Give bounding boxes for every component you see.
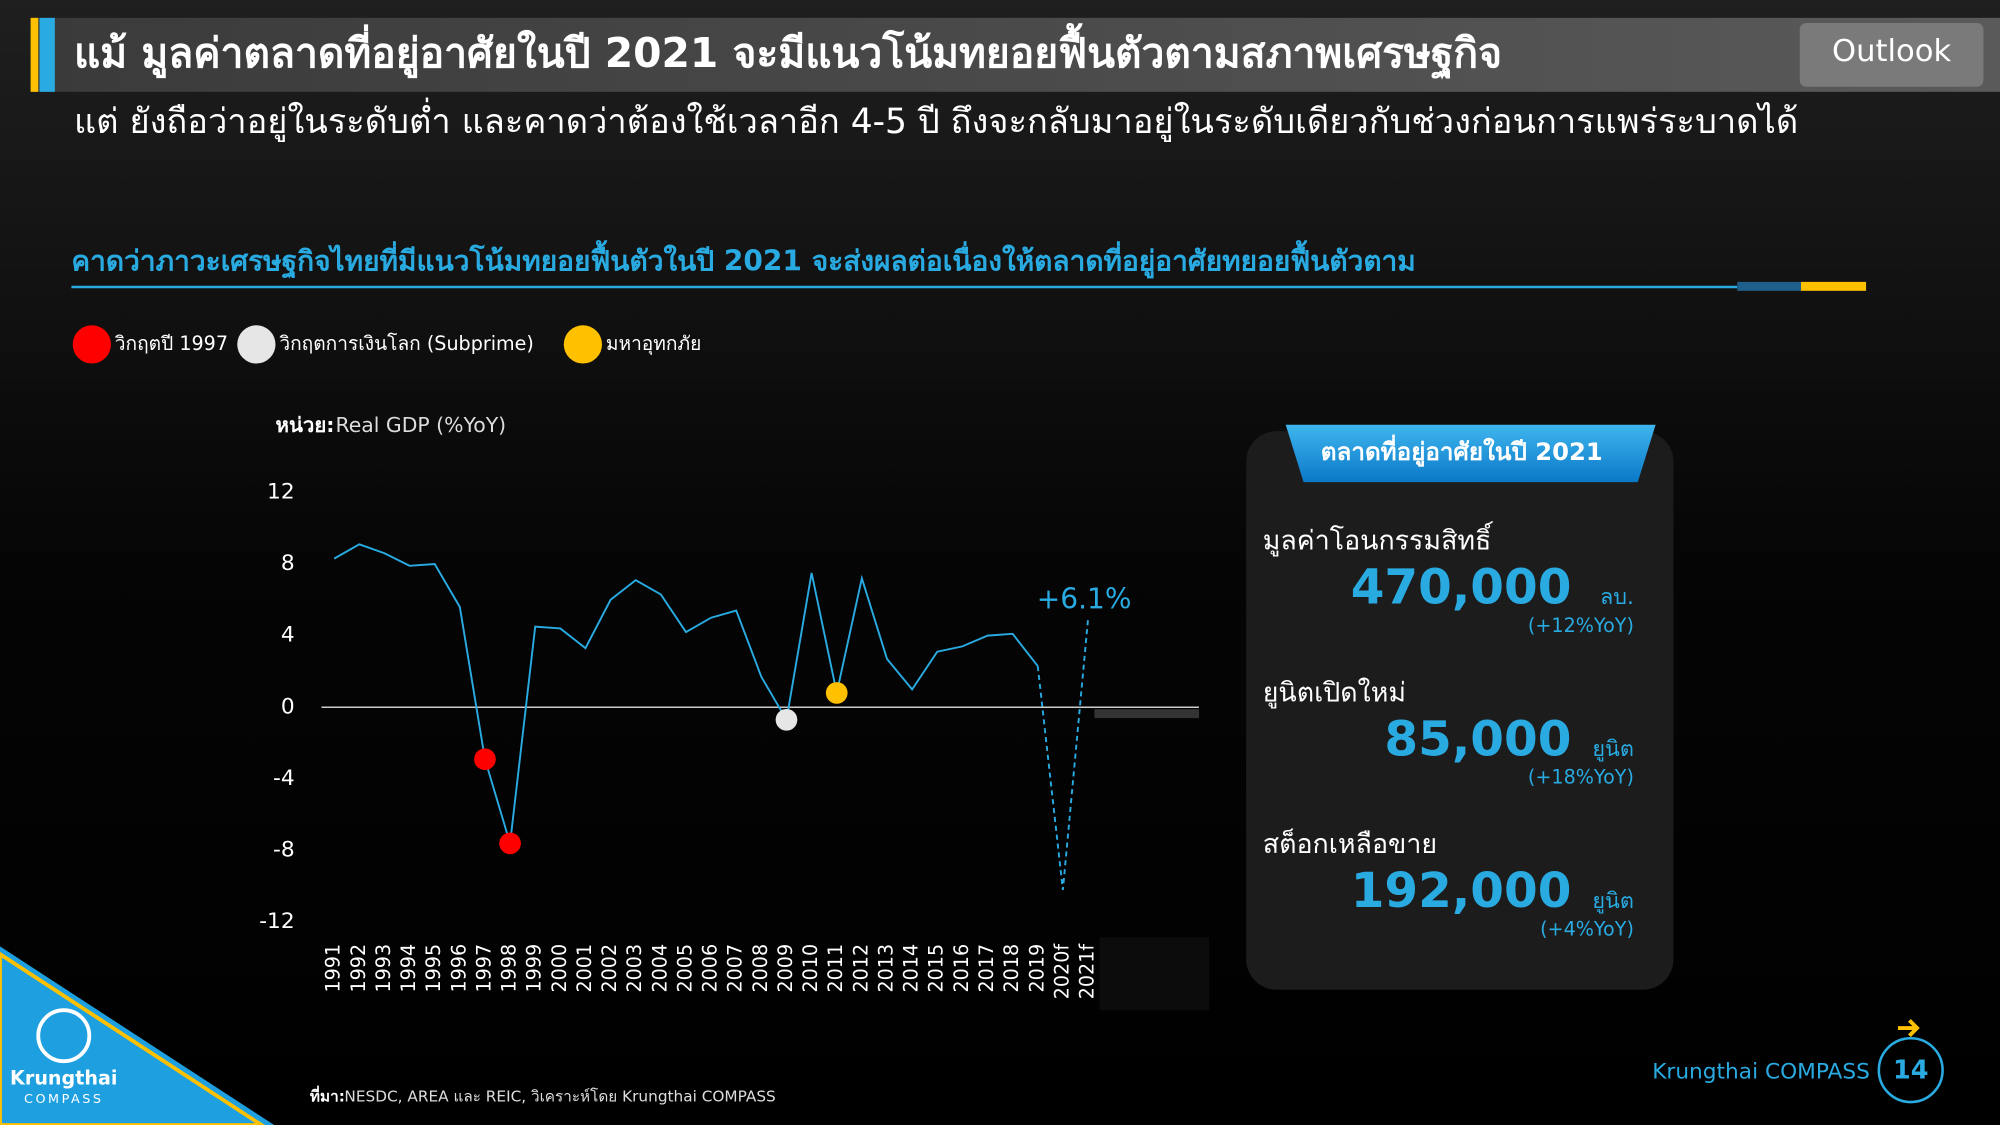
panel-label: ยูนิตเปิดใหม่ bbox=[1263, 676, 1406, 708]
x-tick-label: 2005 bbox=[673, 944, 696, 993]
x-tick-label: 2004 bbox=[648, 944, 671, 993]
x-tick-label: 1993 bbox=[372, 944, 395, 993]
page-arrow bbox=[1897, 1019, 1920, 1038]
y-tick-label: 0 bbox=[281, 694, 295, 719]
panel-value: 470,000 bbox=[1351, 560, 1572, 616]
y-tick-label: 4 bbox=[281, 623, 295, 648]
tag-box bbox=[1799, 22, 1984, 87]
panel-items: มูลค่าโอนกรรมสิทธิ์470,000 ลบ. (+12%YoY) ยู… bbox=[1263, 521, 1634, 941]
highlight-marker bbox=[499, 832, 521, 855]
x-tick-label: 2008 bbox=[749, 944, 772, 993]
x-tick-label: 1991 bbox=[322, 944, 345, 993]
panel-ribbon bbox=[1285, 424, 1656, 483]
page-circle bbox=[1877, 1036, 1944, 1104]
highlight-marker bbox=[474, 748, 496, 771]
source-prefix: ที่มา: bbox=[310, 1084, 345, 1105]
panel-change: (+4%YoY) bbox=[1540, 917, 1634, 940]
x-tick-label: 2000 bbox=[548, 944, 571, 993]
x-tick-label: 2021f bbox=[1076, 943, 1099, 1000]
highlight-marker bbox=[825, 682, 848, 704]
title-stripe bbox=[30, 17, 39, 92]
x-tick-label: 2010 bbox=[799, 944, 822, 993]
x-tick-label: 2014 bbox=[900, 944, 923, 993]
x-tick-label: 2001 bbox=[573, 944, 596, 993]
panel-change: (+18%YoY) bbox=[1528, 766, 1634, 789]
line bbox=[333, 543, 1039, 844]
panel-unit: ลบ. bbox=[1600, 585, 1634, 610]
x-tick-label: 1995 bbox=[422, 944, 445, 993]
x-tick-label: 1996 bbox=[447, 944, 470, 993]
chart: -12 -8 -4 0 4 8 12 1991 1992 1993 1994 1995 1996 1997… bbox=[72, 325, 1199, 1000]
highlight-marker bbox=[775, 708, 798, 731]
x-tick-label: 2009 bbox=[774, 944, 797, 993]
decor bbox=[1094, 709, 1199, 719]
y-label: Real GDP (%YoY) bbox=[335, 413, 506, 437]
corner bbox=[0, 946, 275, 1125]
subtitle: แต่ ยังถือว่าอยู่ในระดับต่ำ และคาดว่าต้อ… bbox=[74, 97, 1798, 142]
x-tick-label: 2002 bbox=[598, 944, 621, 993]
y-tick-label: -12 bbox=[259, 909, 294, 934]
x-tick-label: 2011 bbox=[824, 944, 847, 993]
panel-label: มูลค่าโอนกรรมสิทธิ์ bbox=[1263, 521, 1494, 557]
section-heading: คาดว่าภาวะเศรษฐกิจไทยที่มีแนวโน้มทยอยฟื้… bbox=[71, 240, 1415, 280]
y-tick-label: -8 bbox=[273, 838, 295, 863]
heading-accent bbox=[1801, 281, 1867, 291]
footer-brand: Krungthai COMPASS bbox=[1652, 1060, 1870, 1085]
x-tick-label: 1994 bbox=[397, 944, 420, 993]
x-tick-label: 2016 bbox=[950, 944, 973, 993]
tag: Outlook bbox=[1832, 34, 1951, 69]
panel-unit: ยูนิต bbox=[1592, 889, 1634, 914]
x-tick-label: 1998 bbox=[498, 944, 521, 993]
y-tick-label: -4 bbox=[273, 766, 295, 791]
x-tick-label: 2017 bbox=[975, 944, 998, 993]
corner-edge bbox=[0, 951, 265, 1125]
panel-title: ตลาดที่อยู่อาศัยในปี 2021 bbox=[1321, 434, 1603, 467]
panel-label: สต็อกเหลือขาย bbox=[1263, 827, 1437, 860]
logo-sub: COMPASS bbox=[24, 1092, 104, 1107]
x-tick-label: 2015 bbox=[925, 944, 948, 993]
heading-accent bbox=[1737, 281, 1802, 291]
y-label-prefix: หน่วย: bbox=[276, 413, 335, 437]
legend-label: วิกฤตปี 1997 bbox=[115, 332, 228, 355]
x-tick-label: 1997 bbox=[472, 944, 495, 993]
line bbox=[1036, 619, 1089, 891]
logo-mark bbox=[36, 1008, 92, 1064]
title-stripe bbox=[39, 17, 55, 92]
source: NESDC, AREA และ REIC, วิเคราะห์โดย Krung… bbox=[344, 1087, 775, 1105]
x-tick-label: 2012 bbox=[849, 944, 872, 993]
legend-label: วิกฤตการเงินโลก (Subprime) bbox=[279, 332, 534, 355]
panel-unit: ยูนิต bbox=[1592, 737, 1634, 762]
panel-change: (+12%YoY) bbox=[1528, 614, 1634, 637]
page-number: 14 bbox=[1893, 1055, 1929, 1085]
legend-label: มหาอุทกภัย bbox=[606, 332, 701, 356]
x-tick-label: 2013 bbox=[874, 944, 897, 993]
x-tick-label: 1999 bbox=[523, 944, 546, 993]
x-tick-label: 2006 bbox=[699, 944, 722, 993]
annotation: +6.1% bbox=[1037, 583, 1132, 616]
legend-swatch bbox=[563, 325, 603, 364]
y-tick-label: 8 bbox=[281, 551, 295, 576]
legend-swatch bbox=[237, 325, 276, 364]
decor bbox=[1099, 937, 1210, 1011]
x-tick-label: 1992 bbox=[347, 944, 370, 993]
x-tick-label: 2003 bbox=[623, 944, 646, 993]
logo-name: Krungthai bbox=[10, 1067, 117, 1090]
x-tick-label: 2018 bbox=[1000, 944, 1023, 993]
x-tick-label: 2020f bbox=[1050, 943, 1073, 1000]
legend-swatch bbox=[72, 325, 111, 364]
panel bbox=[1246, 431, 1674, 990]
y-tick-label: 12 bbox=[267, 479, 295, 504]
title-bar bbox=[30, 17, 2000, 92]
panel-value: 85,000 bbox=[1384, 711, 1571, 767]
title: แม้ มูลค่าตลาดที่อยู่อาศัยในปี 2021 จะมี… bbox=[74, 23, 1502, 80]
x-tick-label: 2019 bbox=[1025, 944, 1048, 993]
x-tick-label: 2007 bbox=[724, 944, 747, 993]
panel-value: 192,000 bbox=[1351, 863, 1572, 919]
